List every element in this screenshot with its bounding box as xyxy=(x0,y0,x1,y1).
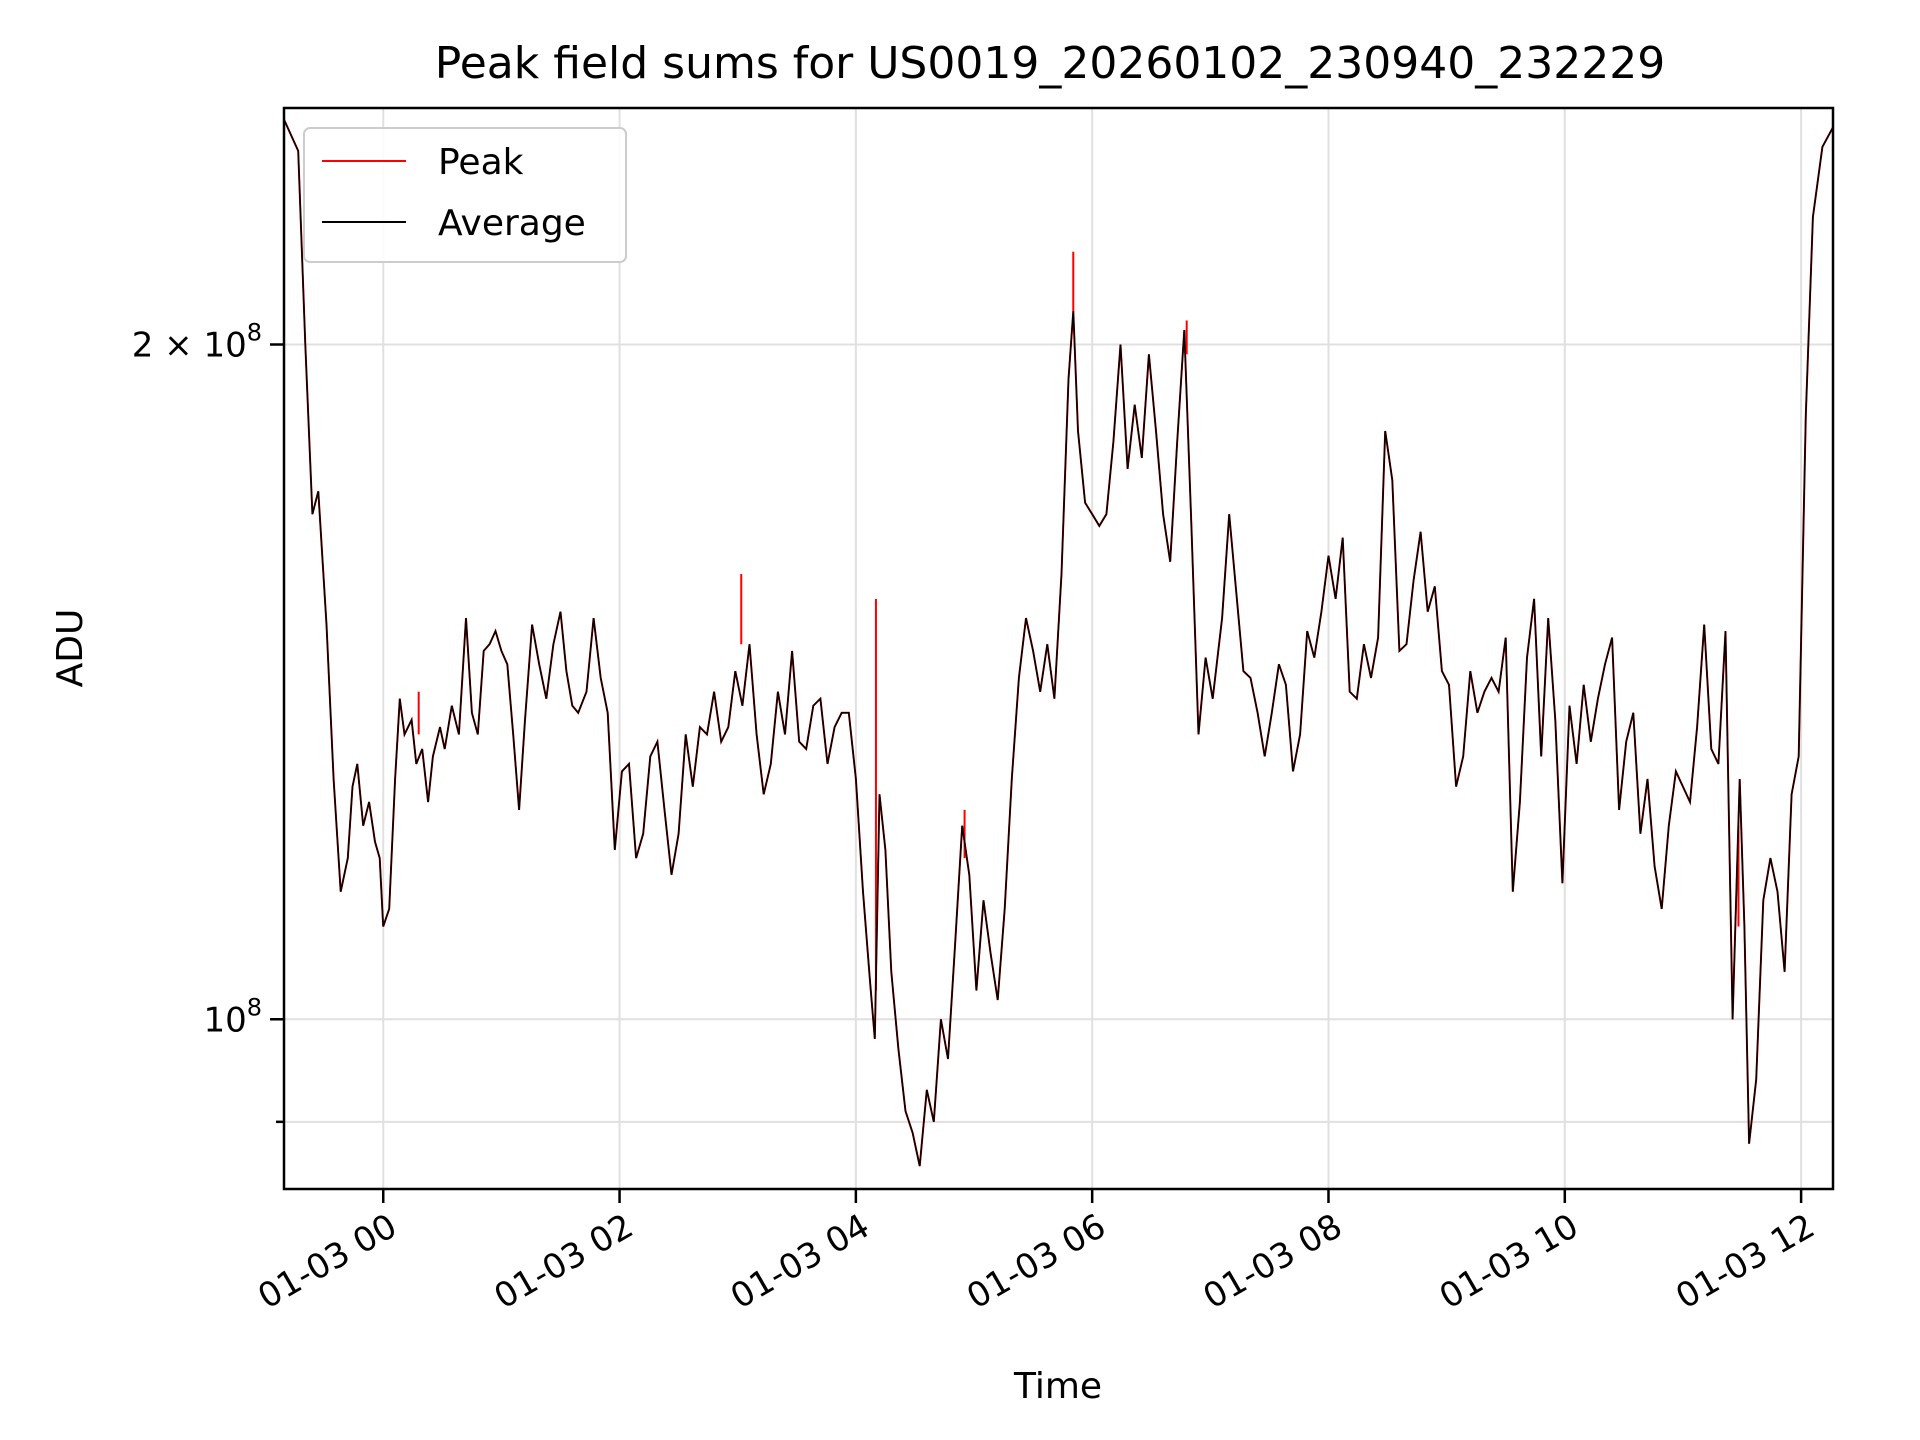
x-tick-label: 01-03 04 xyxy=(724,1206,876,1317)
plot-area xyxy=(284,119,1833,1167)
x-tick-label: 01-03 08 xyxy=(1197,1206,1349,1317)
chart-title: Peak field sums for US0019_20260102_2309… xyxy=(435,38,1665,89)
y-tick-label: 108 xyxy=(203,993,262,1040)
x-tick-label: 01-03 02 xyxy=(488,1206,640,1317)
legend-peak-label: Peak xyxy=(438,142,524,183)
axis-ticks: 01-03 00 01-03 02 01-03 04 01-03 06 01-03 08… xyxy=(132,319,1822,1318)
y-axis-label: ADU xyxy=(50,609,91,688)
peak-spikes xyxy=(417,251,1740,991)
grid-lines xyxy=(284,108,1833,1189)
peak-series-line xyxy=(284,119,1833,1167)
y-tick-label: 2 × 108 xyxy=(132,319,262,366)
x-tick-label: 01-03 00 xyxy=(251,1206,403,1317)
plot-frame xyxy=(282,106,1835,1191)
x-tick-label: 01-03 06 xyxy=(960,1206,1112,1317)
x-tick-label: 01-03 12 xyxy=(1669,1206,1821,1317)
average-series-line xyxy=(284,119,1833,1167)
x-tick-label: 01-03 10 xyxy=(1433,1206,1585,1317)
x-axis-label: Time xyxy=(1013,1366,1102,1407)
legend-average-label: Average xyxy=(438,203,586,244)
legend: Peak Average xyxy=(303,127,627,263)
